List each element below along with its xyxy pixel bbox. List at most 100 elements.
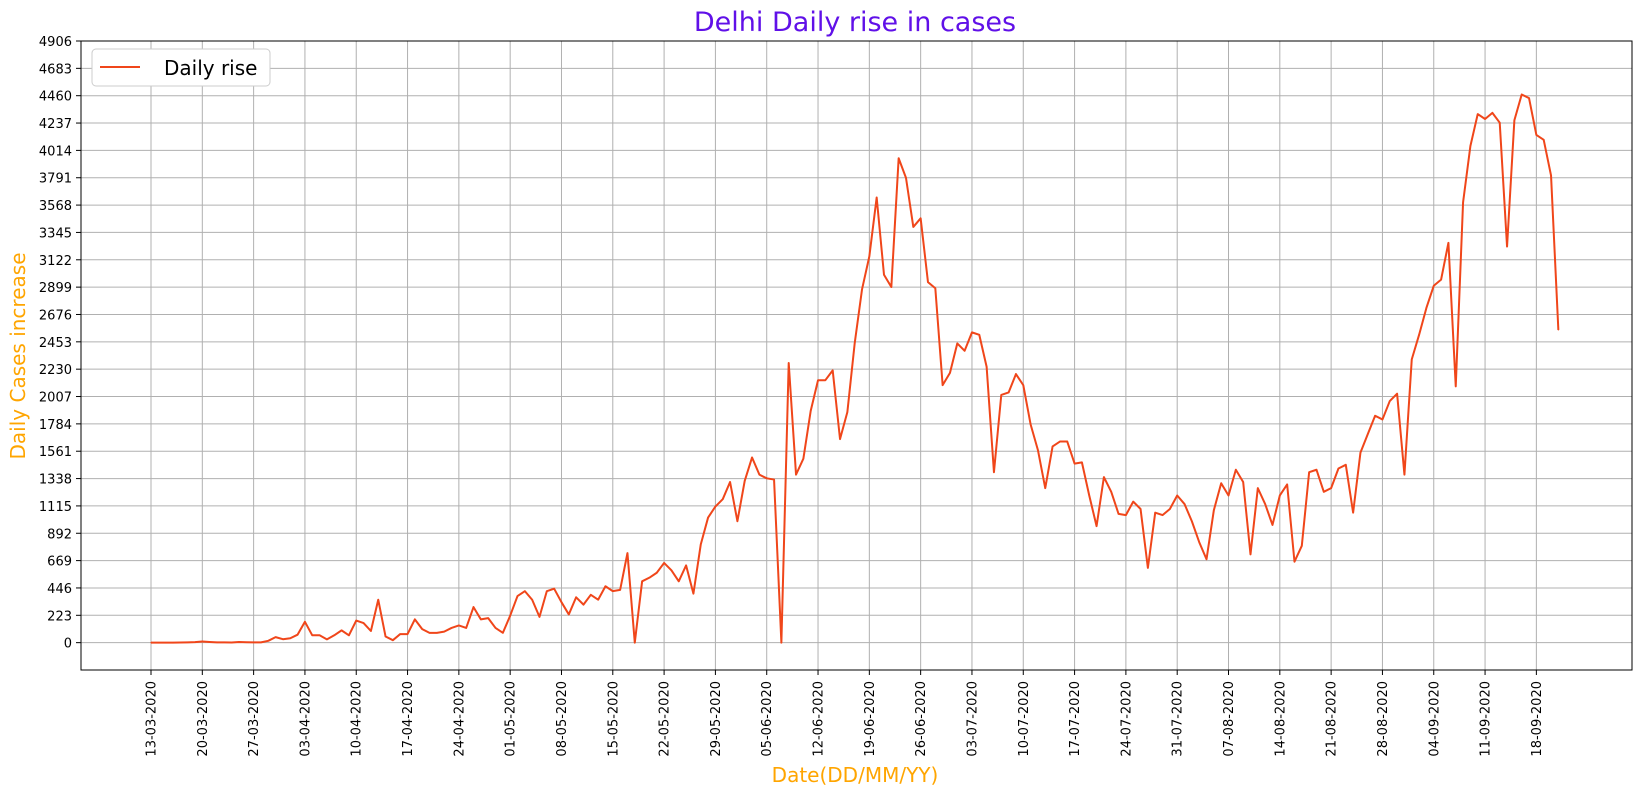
data-point [905, 177, 907, 179]
data-point [179, 641, 181, 644]
data-point [898, 157, 900, 159]
data-point [656, 572, 658, 574]
data-point [1330, 487, 1332, 489]
data-point [399, 633, 401, 635]
data-point [1191, 520, 1193, 522]
y-tick-label: 2230 [39, 363, 72, 378]
data-point [707, 516, 709, 519]
x-tick-label: 19-06-2020 [863, 681, 878, 757]
x-tick-label: 01-05-2020 [504, 681, 519, 757]
data-point [392, 639, 394, 641]
data-point [282, 638, 284, 640]
data-point [311, 634, 313, 636]
data-point [1315, 469, 1318, 471]
x-tick-label: 18-09-2020 [1530, 681, 1545, 757]
x-tick-label: 31-07-2020 [1171, 681, 1186, 757]
y-tick-label: 446 [47, 582, 72, 597]
chart-title: Delhi Daily rise in cases [694, 7, 1016, 38]
data-point [1103, 476, 1105, 478]
data-point [1242, 481, 1244, 483]
data-point [1477, 113, 1479, 115]
data-point [1030, 423, 1032, 425]
data-point [854, 342, 856, 345]
data-point [1008, 391, 1010, 394]
y-tick-label: 4014 [39, 144, 72, 159]
data-point [1110, 491, 1112, 493]
data-point [245, 641, 247, 643]
data-point [1147, 567, 1149, 569]
data-point [1022, 384, 1024, 386]
data-point [590, 594, 592, 596]
data-point [978, 334, 980, 336]
data-point [1132, 501, 1134, 503]
y-tick-label: 2007 [39, 391, 72, 406]
x-tick-label: 17-07-2020 [1068, 681, 1083, 757]
data-point [524, 590, 526, 592]
axes-layer: 0 223 446 669 892 1115 1338 1561 1784 2007 2230 245… [39, 35, 1633, 757]
data-point [1117, 513, 1120, 515]
y-tick-label: 1561 [39, 445, 72, 460]
data-point [1396, 393, 1398, 395]
data-point [1271, 524, 1274, 526]
data-point [942, 384, 944, 386]
data-point [1154, 512, 1156, 514]
data-point [538, 616, 541, 618]
data-point [275, 636, 277, 638]
data-point [810, 410, 812, 412]
legend: Daily rise [91, 48, 271, 87]
data-point [920, 217, 922, 219]
data-point [150, 642, 152, 644]
legend-label: Daily rise [164, 56, 257, 80]
data-point [1550, 174, 1552, 177]
data-point [795, 474, 797, 476]
data-point [1418, 334, 1420, 336]
data-point [194, 641, 196, 643]
x-tick-label: 14-08-2020 [1273, 681, 1288, 757]
data-point [1425, 307, 1428, 309]
data-point [1220, 482, 1222, 484]
y-tick-label: 4683 [39, 62, 72, 77]
data-point [187, 641, 189, 644]
data-point [949, 372, 951, 374]
x-tick-label: 10-07-2020 [1017, 681, 1032, 757]
y-tick-label: 1338 [39, 473, 72, 488]
data-point [773, 478, 775, 481]
data-point [1205, 558, 1208, 560]
data-point [201, 640, 203, 643]
data-point [612, 590, 614, 592]
data-point [560, 601, 563, 603]
y-axis-label: Daily Cases increase [6, 253, 30, 460]
data-point [436, 632, 438, 634]
y-tick-label: 4237 [39, 117, 72, 132]
data-point [780, 642, 782, 644]
data-point [231, 641, 233, 644]
data-point [1073, 463, 1076, 465]
data-point [348, 634, 350, 636]
data-point [238, 641, 240, 643]
data-point [267, 640, 269, 642]
data-point [1381, 418, 1384, 421]
data-point [487, 617, 489, 619]
x-tick-label: 04-09-2020 [1427, 681, 1442, 757]
data-point [1462, 201, 1464, 203]
x-tick-label: 29-05-2020 [709, 681, 724, 757]
data-point [1506, 245, 1508, 248]
data-point [744, 480, 746, 482]
data-point [1015, 373, 1017, 375]
data-point [1095, 525, 1098, 527]
data-point [700, 543, 702, 546]
data-point [568, 613, 570, 616]
data-point [964, 350, 966, 352]
y-tick-label: 2899 [39, 281, 72, 296]
data-point [1198, 541, 1200, 543]
data-point [758, 474, 760, 476]
data-point [216, 641, 218, 644]
data-point [1484, 118, 1486, 120]
data-point [890, 286, 892, 288]
y-tick-label: 223 [47, 609, 72, 624]
data-point [685, 564, 687, 566]
x-tick-label: 26-06-2020 [914, 681, 929, 757]
data-point [714, 505, 717, 508]
data-point [1389, 400, 1391, 402]
data-point [1337, 467, 1340, 470]
